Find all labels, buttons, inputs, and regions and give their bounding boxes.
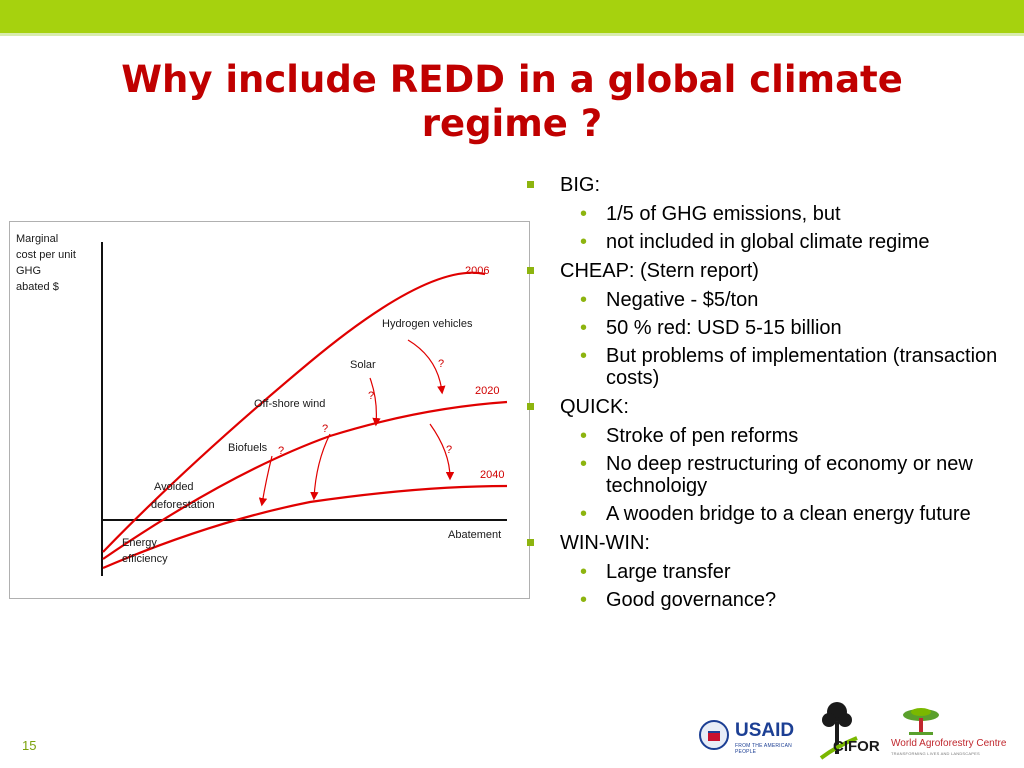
abatement-cost-svg: Marginal cost per unit GHG abated $ Abat… [16, 233, 508, 576]
question-mark-2: ? [322, 423, 328, 435]
question-mark-1: ? [278, 445, 284, 457]
top-accent-bar [0, 0, 1024, 33]
sub-bullet: But problems of implementation (transact… [560, 345, 1000, 389]
bullet-cheap: CHEAP: (Stern report) Negative - $5/ton … [520, 260, 1000, 389]
label-energy-line-1: Energy [122, 537, 157, 549]
cifor-wordmark: CIFOR [833, 738, 880, 755]
world-agroforestry-tree-icon [903, 708, 939, 735]
cifor-tree-icon [819, 702, 858, 760]
sub-bullet: 1/5 of GHG emissions, but [560, 203, 1000, 225]
label-solar: Solar [350, 359, 376, 371]
top-accent-line [0, 33, 1024, 36]
bullet-big: BIG: 1/5 of GHG emissions, but not inclu… [520, 174, 1000, 253]
usaid-seal-icon [699, 720, 729, 750]
curve-2006 [102, 271, 486, 553]
cifor-logo: CIFOR [817, 698, 885, 762]
sub-bullet: Stroke of pen reforms [560, 425, 1000, 447]
world-agroforestry-wordmark: World Agroforestry Centre [891, 738, 1007, 749]
question-mark-5: ? [446, 444, 452, 456]
arrow-2020-to-2040 [429, 423, 455, 481]
sub-bullet: not included in global climate regime [560, 231, 1000, 253]
usaid-logo: USAID FROM THE AMERICAN PEOPLE [695, 718, 813, 758]
slide-title-line-1: Why include REDD in a global climate [121, 58, 903, 101]
y-axis-label-line-4: abated $ [16, 281, 59, 293]
bullet-cheap-label: CHEAP: (Stern report) [560, 260, 759, 282]
curve-2040 [102, 484, 508, 570]
label-energy-line-2: efficiency [122, 553, 168, 565]
arrow-offshore [310, 433, 331, 501]
usaid-wordmark: USAID [735, 720, 795, 741]
sub-bullet: Negative - $5/ton [560, 289, 1000, 311]
bullet-win-win: WIN-WIN: Large transfer Good governance? [520, 532, 1000, 611]
bullet-win-win-label: WIN-WIN: [560, 532, 650, 554]
bullet-big-label: BIG: [560, 174, 601, 196]
arrow-hydrogen [407, 339, 446, 395]
sub-bullet: 50 % red: USD 5-15 billion [560, 317, 1000, 339]
y-axis-label-line-2: cost per unit [16, 249, 76, 261]
bullet-big-sublist: 1/5 of GHG emissions, but not included i… [560, 203, 1000, 253]
usaid-tagline: FROM THE AMERICAN PEOPLE [735, 743, 792, 755]
label-offshore-wind: Off-shore wind [254, 398, 325, 410]
bullet-list: BIG: 1/5 of GHG emissions, but not inclu… [520, 174, 1000, 618]
partner-logos: USAID FROM THE AMERICAN PEOPLE CIFOR Wor… [695, 698, 1015, 764]
curve-label-2006: 2006 [465, 265, 489, 277]
bullet-win-win-sublist: Large transfer Good governance? [560, 561, 1000, 611]
y-axis-label-line-3: GHG [16, 265, 41, 277]
slide-title: Why include REDD in a global climate reg… [40, 58, 984, 146]
curve-2020 [102, 400, 508, 560]
sub-bullet: A wooden bridge to a clean energy future [560, 503, 1000, 525]
world-agroforestry-logo: World Agroforestry Centre TRANSFORMING L… [891, 706, 1015, 758]
sub-bullet: No deep restructuring of economy or new … [560, 453, 1000, 497]
bullet-quick: QUICK: Stroke of pen reforms No deep res… [520, 396, 1000, 525]
world-agroforestry-tagline: TRANSFORMING LIVES AND LANDSCAPES [891, 751, 980, 756]
x-axis-label: Abatement [448, 529, 501, 541]
sub-bullet: Good governance? [560, 589, 1000, 611]
y-axis-label-line-1: Marginal [16, 233, 58, 245]
bullet-quick-sublist: Stroke of pen reforms No deep restructur… [560, 425, 1000, 525]
abatement-cost-diagram: Marginal cost per unit GHG abated $ Abat… [9, 221, 530, 599]
arrow-biofuels [258, 455, 273, 507]
curve-label-2040: 2040 [480, 469, 504, 481]
label-avoided-line-1: Avoided [154, 481, 194, 493]
question-mark-3: ? [368, 390, 374, 402]
slide-title-line-2: regime ? [421, 102, 603, 145]
bullet-cheap-sublist: Negative - $5/ton 50 % red: USD 5-15 bil… [560, 289, 1000, 389]
label-hydrogen-vehicles: Hydrogen vehicles [382, 318, 473, 330]
label-biofuels: Biofuels [228, 442, 268, 454]
curve-label-2020: 2020 [475, 385, 499, 397]
bullet-quick-label: QUICK: [560, 396, 629, 418]
arrow-solar [369, 377, 381, 427]
page-number: 15 [22, 738, 37, 753]
sub-bullet: Large transfer [560, 561, 1000, 583]
question-mark-4: ? [438, 358, 444, 370]
label-avoided-line-2: deforestation [151, 499, 215, 511]
